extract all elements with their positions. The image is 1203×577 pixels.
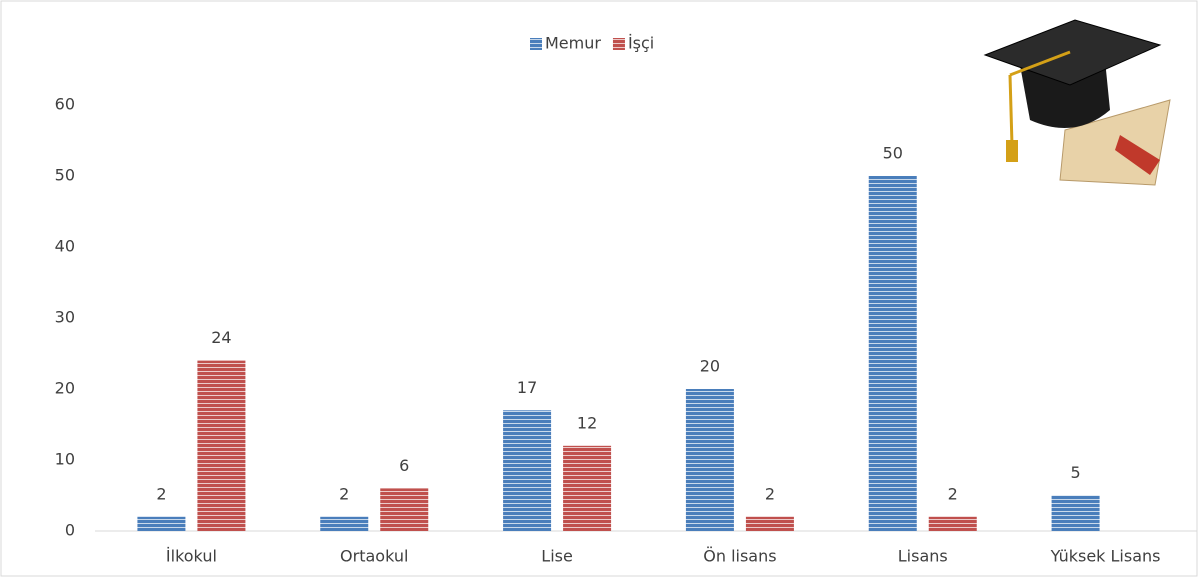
- graduation-cap-icon: [983, 19, 1171, 186]
- data-label: 2: [339, 484, 349, 503]
- data-label: 20: [700, 357, 720, 376]
- data-label: 12: [577, 413, 597, 432]
- bar: [503, 410, 552, 531]
- x-tick-label: Lise: [541, 547, 573, 566]
- x-tick-label: Lisans: [898, 547, 948, 566]
- y-tick-label: 20: [55, 379, 75, 398]
- bar: [320, 516, 369, 531]
- bar: [868, 176, 917, 531]
- bar: [928, 516, 977, 531]
- data-label: 2: [765, 484, 775, 503]
- legend-label: İşçi: [628, 34, 654, 53]
- x-tick-label: Ortaokul: [340, 547, 408, 566]
- data-label: 24: [211, 328, 231, 347]
- data-label: 5: [1070, 463, 1080, 482]
- legend-swatch: [530, 38, 542, 50]
- y-tick-label: 50: [55, 166, 75, 185]
- bar: [1051, 495, 1100, 531]
- bar: [197, 360, 246, 531]
- bar: [380, 488, 429, 531]
- x-tick-label: Yüksek Lisans: [1050, 547, 1161, 566]
- data-label: 17: [517, 378, 537, 397]
- data-label: 6: [399, 456, 409, 475]
- y-tick-label: 10: [55, 450, 75, 469]
- data-label: 2: [948, 484, 958, 503]
- data-label: 2: [156, 484, 166, 503]
- bar: [137, 516, 186, 531]
- legend-swatch: [612, 38, 625, 50]
- bar: [685, 389, 734, 531]
- data-label: 50: [883, 144, 903, 163]
- legend-label: Memur: [545, 34, 601, 53]
- y-tick-label: 0: [65, 521, 75, 540]
- y-tick-label: 40: [55, 237, 75, 256]
- x-tick-label: İlkokul: [166, 547, 217, 566]
- x-tick-label: Ön lisans: [703, 547, 776, 566]
- bar: [745, 516, 794, 531]
- y-tick-label: 30: [55, 308, 75, 327]
- bar: [563, 445, 612, 531]
- y-tick-label: 60: [55, 95, 75, 114]
